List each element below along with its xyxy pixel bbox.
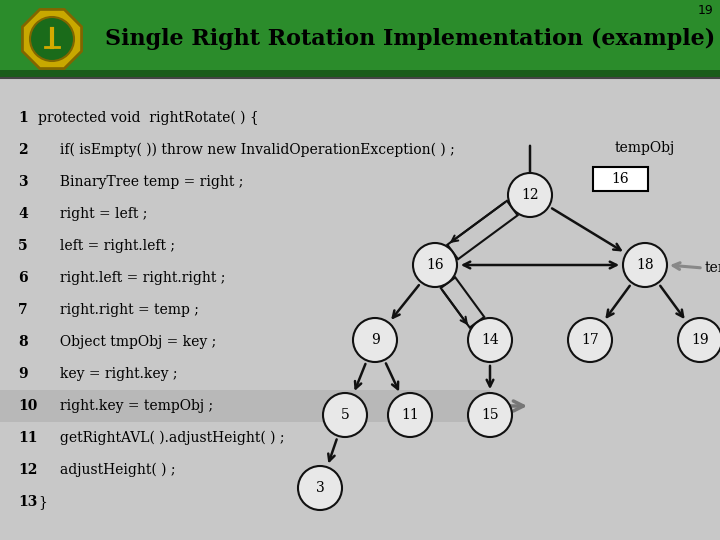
Text: 15: 15 (481, 408, 499, 422)
Text: 9: 9 (371, 333, 379, 347)
Text: 17: 17 (581, 333, 599, 347)
Text: 16: 16 (611, 172, 629, 186)
Text: Single Right Rotation Implementation (example) contd: Single Right Rotation Implementation (ex… (105, 28, 720, 50)
Bar (593, 167, 647, 191)
Text: 2: 2 (18, 143, 27, 157)
Text: 16: 16 (426, 258, 444, 272)
Text: adjustHeight( ) ;: adjustHeight( ) ; (38, 463, 176, 477)
Text: tempObj: tempObj (615, 141, 675, 155)
Circle shape (468, 393, 512, 437)
Circle shape (468, 318, 512, 362)
Text: 7: 7 (18, 303, 27, 317)
Text: 12: 12 (18, 463, 37, 477)
Text: 3: 3 (315, 481, 325, 495)
Text: 1: 1 (18, 111, 28, 125)
Text: BinaryTree temp = right ;: BinaryTree temp = right ; (38, 175, 243, 189)
Text: 18: 18 (636, 258, 654, 272)
Text: protected void  rightRotate( ) {: protected void rightRotate( ) { (38, 111, 258, 125)
Text: key = right.key ;: key = right.key ; (38, 367, 178, 381)
Text: 13: 13 (18, 495, 37, 509)
Circle shape (413, 243, 457, 287)
Text: left = right.left ;: left = right.left ; (38, 239, 175, 253)
Text: 14: 14 (481, 333, 499, 347)
Bar (0, 70, 720, 78)
Text: 4: 4 (18, 207, 28, 221)
Text: if( isEmpty( )) throw new InvalidOperationException( ) ;: if( isEmpty( )) throw new InvalidOperati… (38, 143, 455, 157)
Circle shape (353, 318, 397, 362)
Text: 8: 8 (18, 335, 27, 349)
Text: 6: 6 (18, 271, 27, 285)
Text: 10: 10 (18, 399, 37, 413)
Text: right.left = right.right ;: right.left = right.right ; (38, 271, 225, 285)
Text: temp: temp (705, 261, 720, 275)
Text: }: } (38, 495, 47, 509)
Text: 11: 11 (18, 431, 37, 445)
Circle shape (568, 318, 612, 362)
Bar (0, 0, 720, 78)
Text: 19: 19 (697, 4, 713, 17)
Circle shape (30, 17, 74, 61)
Text: right.right = temp ;: right.right = temp ; (38, 303, 199, 317)
Text: 19: 19 (691, 333, 708, 347)
Text: 9: 9 (18, 367, 27, 381)
Text: right = left ;: right = left ; (38, 207, 148, 221)
Polygon shape (22, 9, 81, 69)
Circle shape (623, 243, 667, 287)
Text: getRightAVL( ).adjustHeight( ) ;: getRightAVL( ).adjustHeight( ) ; (38, 431, 284, 445)
Text: 11: 11 (401, 408, 419, 422)
Bar (0, 390, 490, 422)
Text: 3: 3 (18, 175, 27, 189)
Text: Object tmpObj = key ;: Object tmpObj = key ; (38, 335, 216, 349)
Text: 5: 5 (18, 239, 27, 253)
Text: 12: 12 (521, 188, 539, 202)
Text: 5: 5 (341, 408, 349, 422)
Circle shape (388, 393, 432, 437)
Circle shape (678, 318, 720, 362)
Text: right.key = tempObj ;: right.key = tempObj ; (38, 399, 213, 413)
Circle shape (508, 173, 552, 217)
Circle shape (323, 393, 367, 437)
Circle shape (298, 466, 342, 510)
